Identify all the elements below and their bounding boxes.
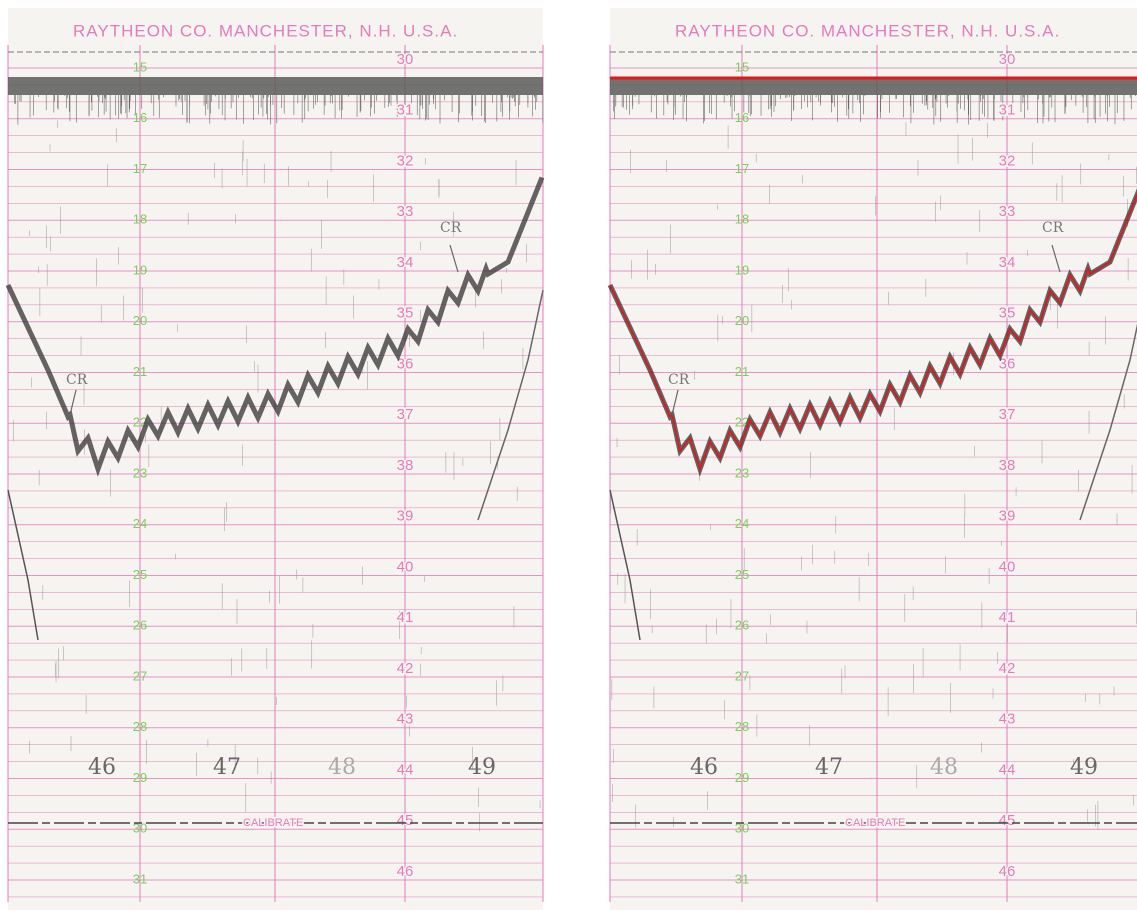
left-scale-label: 26	[133, 618, 147, 633]
right-scale-label: 41	[397, 609, 414, 626]
right-scale-label: 35	[999, 305, 1016, 322]
side-echo	[1079, 323, 1137, 521]
right-scale-label: 39	[999, 508, 1016, 525]
echogram-panel: RAYTHEON CO. MANCHESTER, N.H. U.S.A. 15 16…	[5, 8, 545, 910]
left-scale-label: 25	[735, 567, 749, 582]
hand-label: 49	[1070, 755, 1098, 780]
hand-label: 47	[213, 755, 241, 780]
right-scale-label: 34	[397, 254, 414, 271]
calibrate-label: CALIBRATE	[243, 817, 303, 829]
right-scale-label: 33	[999, 203, 1016, 220]
left-scale-label: 30	[735, 821, 749, 836]
right-scale-label: 46	[999, 863, 1016, 880]
calibrate-label: CALIBRATE	[845, 817, 905, 829]
right-scale-label: 34	[999, 254, 1016, 271]
left-scale-label: 27	[133, 668, 147, 683]
right-scale-label: 30	[999, 51, 1016, 68]
right-scale-label: 37	[999, 406, 1016, 423]
left-scale-label: 31	[735, 871, 749, 886]
left-scale-label: 28	[133, 719, 147, 734]
right-scale-label: 40	[397, 558, 414, 575]
right-scale-label: 30	[397, 51, 414, 68]
left-scale-label: 20	[735, 313, 749, 328]
right-scale-label: 33	[397, 203, 414, 220]
right-scale-label: 43	[999, 711, 1016, 728]
right-scale-label: 41	[999, 609, 1016, 626]
right-scale-label: 39	[397, 508, 414, 525]
annotation-arrow	[671, 389, 679, 416]
header: RAYTHEON CO. MANCHESTER, N.H. U.S.A.	[675, 21, 1060, 40]
hand-label: 48	[930, 755, 958, 780]
left-scale-label: 29	[133, 770, 147, 785]
header: RAYTHEON CO. MANCHESTER, N.H. U.S.A.	[73, 21, 458, 40]
left-scale-label: 18	[735, 212, 749, 227]
annotation: CR	[440, 220, 462, 236]
right-scale-label: 32	[397, 152, 414, 169]
left-scale-label: 19	[133, 262, 147, 277]
annotation: CR	[1042, 220, 1064, 236]
hand-label: 46	[690, 755, 718, 780]
left-scale-label: 23	[133, 465, 147, 480]
left-scale-label: 17	[735, 161, 749, 176]
right-scale-label: 44	[999, 761, 1016, 778]
left-scale-label: 24	[133, 516, 147, 531]
side-echo	[609, 489, 641, 641]
side-echo	[7, 489, 39, 641]
left-scale-label: 20	[133, 313, 147, 328]
right-scale-label: 40	[999, 558, 1016, 575]
left-scale-label: 27	[735, 668, 749, 683]
right-scale-label: 43	[397, 711, 414, 728]
right-scale-label: 45	[397, 812, 414, 829]
left-scale-label: 25	[133, 567, 147, 582]
hand-label: 47	[815, 755, 843, 780]
right-scale-label: 36	[397, 355, 414, 372]
right-scale-label: 44	[397, 761, 414, 778]
left-scale-label: 19	[735, 262, 749, 277]
right-scale-label: 42	[397, 660, 414, 677]
bottom-trace	[5, 176, 545, 477]
left-scale-label: 28	[735, 719, 749, 734]
annotation: CR	[66, 372, 88, 388]
hand-label: 49	[468, 755, 496, 780]
right-scale-label: 31	[999, 102, 1016, 119]
right-scale-label: 35	[397, 305, 414, 322]
right-scale-label: 31	[397, 102, 414, 119]
annotation: CR	[668, 372, 690, 388]
left-scale-label: 17	[133, 161, 147, 176]
surface-band	[610, 77, 1137, 95]
side-echo	[477, 289, 544, 521]
left-scale-label: 21	[133, 364, 147, 379]
right-scale-label: 36	[999, 355, 1016, 372]
annotation-arrow	[69, 389, 77, 416]
right-scale-label: 32	[999, 152, 1016, 169]
left-scale-label: 21	[735, 364, 749, 379]
left-scale-label: 16	[133, 110, 147, 125]
digitized-trace	[609, 192, 1137, 472]
left-scale-label: 30	[133, 821, 147, 836]
left-scale-label: 18	[133, 212, 147, 227]
left-scale-label: 29	[735, 770, 749, 785]
left-scale-label: 15	[735, 59, 749, 74]
hand-label: 46	[88, 755, 116, 780]
hand-label: 48	[328, 755, 356, 780]
surface-band	[8, 77, 543, 95]
right-scale-label: 38	[397, 457, 414, 474]
annotation-arrow	[1051, 244, 1061, 273]
annotation-arrow	[449, 244, 459, 273]
left-scale-label: 16	[735, 110, 749, 125]
left-scale-label: 15	[133, 59, 147, 74]
left-scale-label: 31	[133, 871, 147, 886]
echogram-panel: RAYTHEON CO. MANCHESTER, N.H. U.S.A. 15 16…	[607, 8, 1137, 910]
right-scale-label: 42	[999, 660, 1016, 677]
left-scale-label: 26	[735, 618, 749, 633]
left-scale-label: 23	[735, 465, 749, 480]
right-scale-label: 45	[999, 812, 1016, 829]
left-scale-label: 24	[735, 516, 749, 531]
right-scale-label: 38	[999, 457, 1016, 474]
right-scale-label: 37	[397, 406, 414, 423]
right-scale-label: 46	[397, 863, 414, 880]
